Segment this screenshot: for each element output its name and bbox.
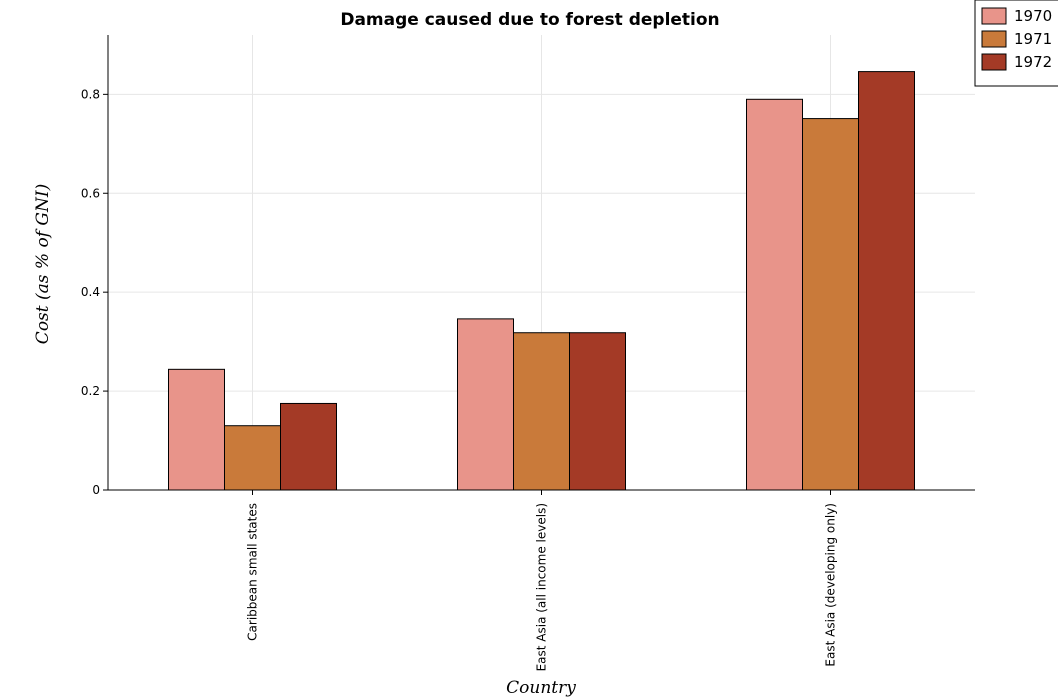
axes: 0 0.2 0.4 0.6 0.8 Caribbean small states East … <box>81 35 975 671</box>
y-tick-label: 0 <box>92 483 100 497</box>
bar-1971-2 <box>802 118 859 491</box>
y-tick-label: 0.2 <box>81 384 100 398</box>
bar-1972-0 <box>280 402 337 491</box>
bar-1970-2 <box>746 98 803 491</box>
x-tick-label: Caribbean small states <box>246 503 260 641</box>
chart-title: Damage caused due to forest depletion <box>340 10 719 30</box>
x-tick-label: East Asia (all income levels) <box>535 503 549 671</box>
x-tick-label: East Asia (developing only) <box>824 503 838 667</box>
legend-label-1972: 1972 <box>1014 53 1052 71</box>
bar-1971-0 <box>224 425 281 491</box>
bar-1972-2 <box>858 71 915 491</box>
bar-1972-1 <box>569 332 626 491</box>
y-axis-label: Cost (as % of GNI) <box>33 184 53 344</box>
legend-swatch-1971 <box>981 30 1007 48</box>
bar-1971-1 <box>513 332 570 491</box>
y-tick-label: 0.6 <box>81 186 100 200</box>
x-axis-label: Country <box>506 678 576 698</box>
legend-label-1971: 1971 <box>1014 30 1052 48</box>
legend: 1970 1971 1972 <box>974 0 1058 87</box>
legend-swatch-1970 <box>981 7 1007 25</box>
bar-1970-1 <box>457 318 514 491</box>
legend-label-1970: 1970 <box>1014 7 1052 25</box>
y-tick-label: 0.8 <box>81 87 100 101</box>
plot-area <box>108 35 975 491</box>
bar-1970-0 <box>168 368 225 491</box>
y-tick-label: 0.4 <box>81 285 100 299</box>
legend-swatch-1972 <box>981 53 1007 71</box>
